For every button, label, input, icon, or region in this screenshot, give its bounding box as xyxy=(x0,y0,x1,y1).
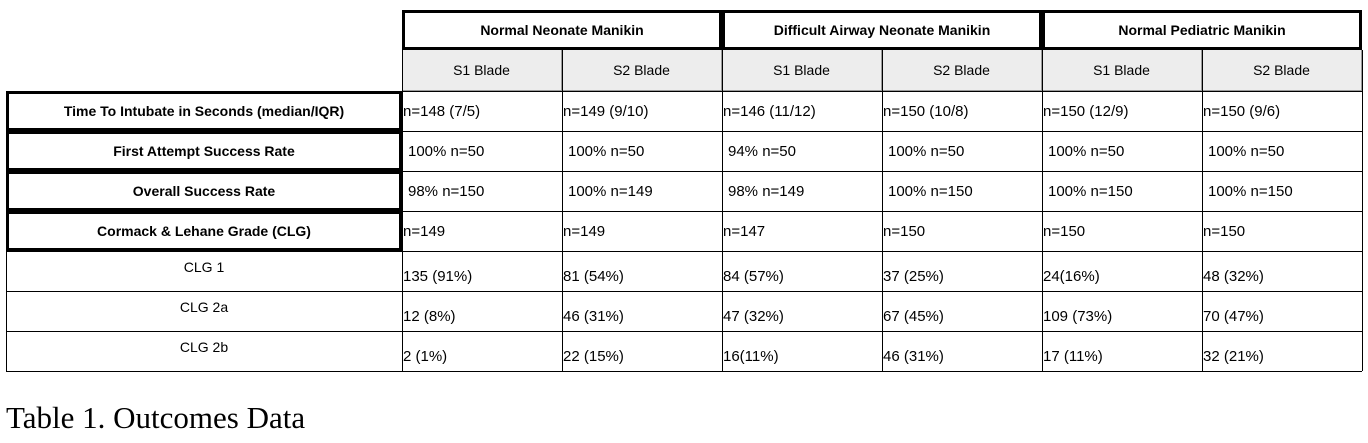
row-label: CLG 2b xyxy=(179,339,229,355)
table-cell: 24(16%) xyxy=(1043,268,1100,285)
grid-line xyxy=(722,50,723,371)
subheader-cell: S2 Blade xyxy=(562,50,722,91)
row-label: Overall Success Rate xyxy=(6,171,402,211)
table-cell: 81 (54%) xyxy=(563,268,624,285)
table-cell: 100% n=50 xyxy=(888,142,965,160)
table-cell: n=150 xyxy=(1043,222,1086,240)
table-cell: 98% n=150 xyxy=(408,182,485,200)
grid-line xyxy=(6,291,1362,292)
table-cell: n=149 (9/10) xyxy=(563,102,649,120)
table-cell: 100% n=50 xyxy=(568,142,645,160)
row-label: First Attempt Success Rate xyxy=(6,131,402,171)
row-label: Time To Intubate in Seconds (median/IQR) xyxy=(6,91,402,131)
table-cell: n=147 xyxy=(723,222,766,240)
grid-line xyxy=(882,50,883,371)
table-cell: 47 (32%) xyxy=(723,308,784,325)
table-cell: 22 (15%) xyxy=(563,348,624,365)
table-cell: n=150 (10/8) xyxy=(883,102,969,120)
table-cell: 70 (47%) xyxy=(1203,308,1264,325)
grid-line xyxy=(6,251,1362,252)
grid-line xyxy=(402,50,403,371)
table-cell: n=150 xyxy=(883,222,926,240)
grid-line xyxy=(6,371,1362,372)
grid-line xyxy=(1042,50,1043,371)
group-header: Difficult Airway Neonate Manikin xyxy=(722,10,1042,50)
subheader-cell: S2 Blade xyxy=(882,50,1042,91)
grid-line xyxy=(6,331,1362,332)
grid-line xyxy=(1362,50,1363,371)
table-cell: 100% n=150 xyxy=(1048,182,1133,200)
table-cell: n=149 xyxy=(403,222,446,240)
table-cell: 135 (91%) xyxy=(403,268,473,285)
table-cell: n=150 (12/9) xyxy=(1043,102,1129,120)
table-cell: 32 (21%) xyxy=(1203,348,1264,365)
subheader-cell: S1 Blade xyxy=(402,50,562,91)
subheader-cell: S1 Blade xyxy=(722,50,882,91)
group-header: Normal Pediatric Manikin xyxy=(1042,10,1362,50)
group-header: Normal Neonate Manikin xyxy=(402,10,722,50)
table-cell: 48 (32%) xyxy=(1203,268,1264,285)
row-label: CLG 1 xyxy=(183,259,225,275)
table-cell: n=146 (11/12) xyxy=(723,102,816,120)
subheader-cell: S2 Blade xyxy=(1202,50,1362,91)
grid-line xyxy=(562,50,563,371)
table-cell: 67 (45%) xyxy=(883,308,944,325)
grid-line xyxy=(6,251,7,371)
table-cell: 100% n=50 xyxy=(1208,142,1285,160)
table-cell: 46 (31%) xyxy=(883,348,944,365)
table-cell: n=150 xyxy=(1203,222,1246,240)
table-cell: 100% n=50 xyxy=(408,142,485,160)
table-cell: 37 (25%) xyxy=(883,268,944,285)
table-cell: 16(11%) xyxy=(723,348,779,365)
table-cell: 2 (1%) xyxy=(403,348,448,365)
table-cell: 17 (11%) xyxy=(1043,348,1103,365)
table-cell: 84 (57%) xyxy=(723,268,784,285)
subheader-cell: S1 Blade xyxy=(1042,50,1202,91)
table-cell: n=148 (7/5) xyxy=(403,102,481,120)
table-cell: 98% n=149 xyxy=(728,182,805,200)
table-cell: 100% n=150 xyxy=(888,182,973,200)
table-cell: 100% n=150 xyxy=(1208,182,1293,200)
table-cell: 46 (31%) xyxy=(563,308,624,325)
table-cell: 109 (73%) xyxy=(1043,308,1113,325)
row-label: CLG 2a xyxy=(179,299,229,315)
table-cell: 94% n=50 xyxy=(728,142,796,160)
grid-line xyxy=(1202,50,1203,371)
table-caption: Table 1. Outcomes Data xyxy=(6,400,306,435)
table-cell: 100% n=50 xyxy=(1048,142,1125,160)
table-cell: n=149 xyxy=(563,222,606,240)
table-cell: 100% n=149 xyxy=(568,182,653,200)
table-cell: 12 (8%) xyxy=(403,308,456,325)
row-label: Cormack & Lehane Grade (CLG) xyxy=(6,211,402,251)
table-cell: n=150 (9/6) xyxy=(1203,102,1281,120)
